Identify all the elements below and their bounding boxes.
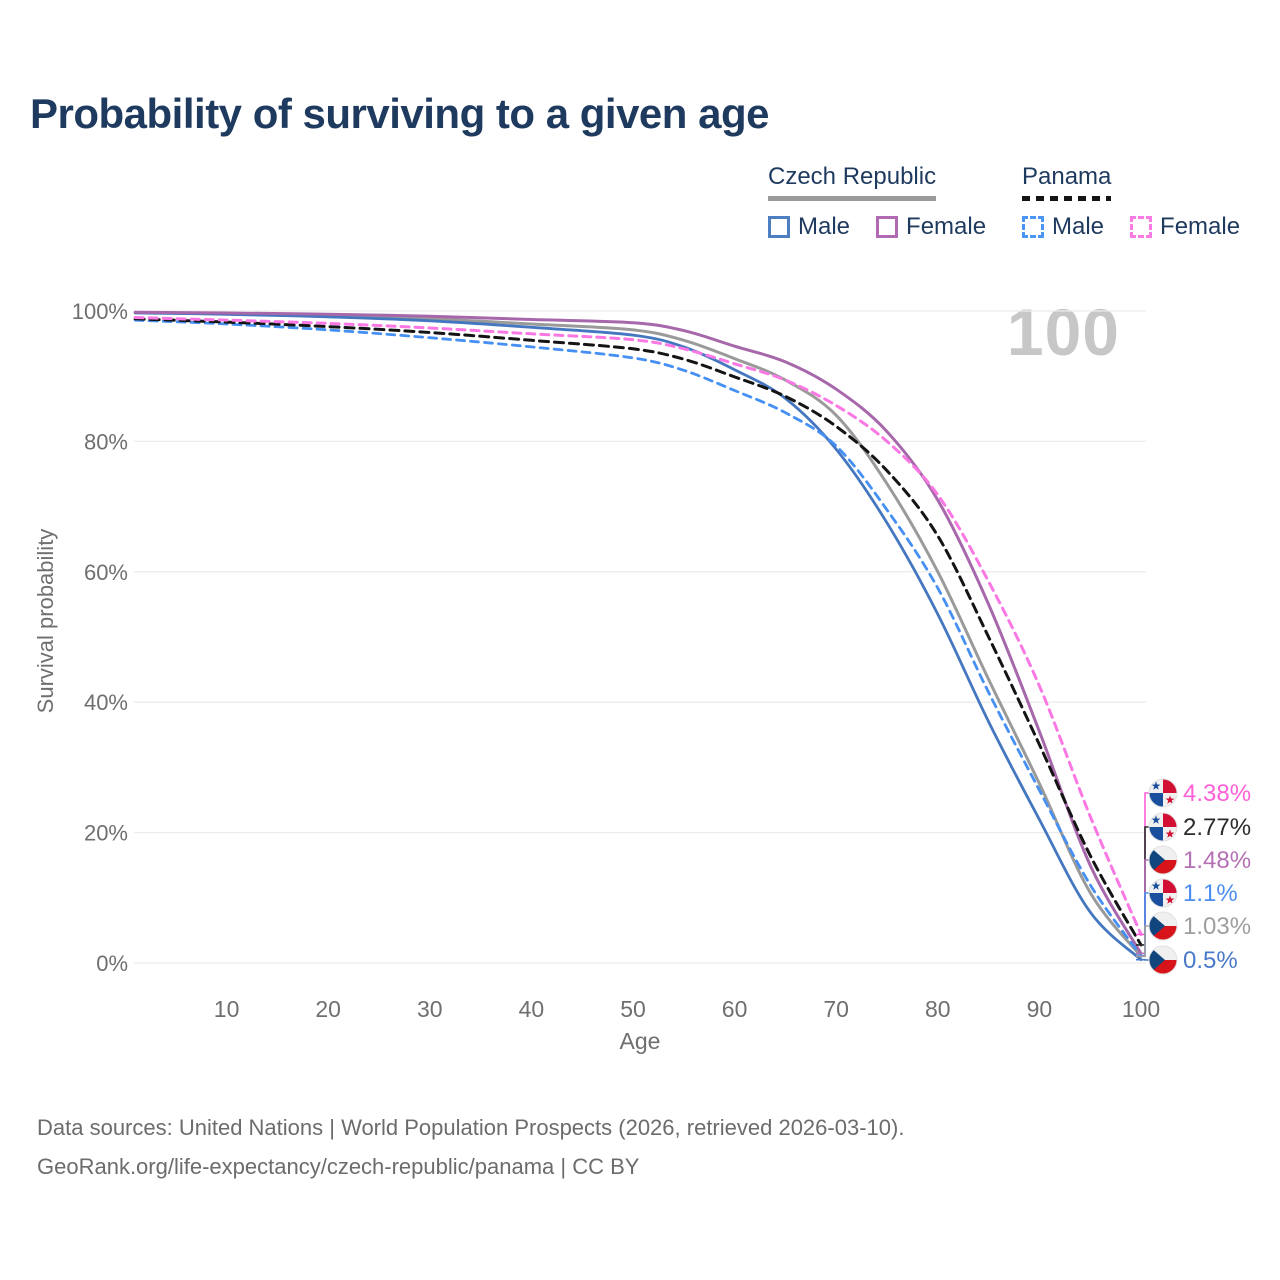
legend-swatch-icon bbox=[1130, 216, 1153, 238]
attribution-line: GeoRank.org/life-expectancy/czech-republ… bbox=[37, 1154, 640, 1179]
czech-flag-art bbox=[1149, 846, 1177, 874]
flag-ring bbox=[1148, 845, 1178, 875]
x-tick-label: 10 bbox=[214, 996, 240, 1022]
legend-group-czech-republic: Czech Republic Male Female bbox=[768, 163, 986, 241]
legend-item-label: Female bbox=[1160, 213, 1241, 240]
panama-flag bbox=[1148, 812, 1178, 842]
czech-blue-triangle bbox=[1149, 912, 1165, 940]
gridlines: 0% 20% 40% 60% 80% 100% bbox=[72, 299, 1146, 976]
end-labels: 4.38% 2.77% 1.48% 1.1% 1.03% 0.5% bbox=[1136, 778, 1251, 975]
x-tick-label: 30 bbox=[417, 996, 443, 1022]
czech-flag bbox=[1148, 945, 1178, 975]
panama-blue-star bbox=[1151, 881, 1161, 890]
legend-country-toggle[interactable]: Czech Republic bbox=[768, 163, 937, 201]
flag-ring bbox=[1148, 911, 1178, 941]
czech-blue-triangle bbox=[1149, 846, 1165, 874]
legend-item-label: Male bbox=[798, 213, 851, 240]
panama-flag bbox=[1148, 878, 1178, 908]
czech-flag-art bbox=[1149, 912, 1177, 940]
legend-country-underline bbox=[1022, 196, 1112, 201]
end-label-value: 1.1% bbox=[1183, 880, 1238, 907]
panama-blue-star bbox=[1151, 815, 1161, 824]
legend-item-czech-republic-male[interactable]: Male bbox=[768, 213, 850, 241]
x-tick-label: 90 bbox=[1027, 996, 1053, 1022]
chart-title: Probability of surviving to a given age bbox=[30, 90, 769, 137]
flag-ring bbox=[1148, 945, 1178, 975]
panama-red-star bbox=[1165, 895, 1175, 904]
survival-curves bbox=[133, 310, 1143, 962]
curve-cz-male[interactable] bbox=[133, 311, 1143, 962]
czech-blue-triangle bbox=[1149, 946, 1165, 974]
flag-ring bbox=[1148, 878, 1178, 908]
panama-red-star bbox=[1165, 829, 1175, 838]
hover-age-watermark: 100 bbox=[1006, 295, 1120, 369]
x-tick-label: 80 bbox=[925, 996, 951, 1022]
legend-swatch-icon bbox=[1022, 216, 1044, 238]
x-axis-title: Age bbox=[619, 1028, 661, 1054]
x-tick-label: 40 bbox=[519, 996, 545, 1022]
x-tick-label: 20 bbox=[315, 996, 341, 1022]
end-label-value: 1.03% bbox=[1183, 913, 1251, 940]
y-tick-label: 80% bbox=[84, 429, 128, 454]
legend-country-underline bbox=[768, 196, 937, 201]
curve-pa-male[interactable] bbox=[133, 318, 1143, 958]
end-label-value: 2.77% bbox=[1183, 814, 1251, 841]
end-label-connector bbox=[1136, 826, 1149, 946]
y-tick-label: 60% bbox=[84, 560, 128, 585]
footer: Data sources: United Nations | World Pop… bbox=[37, 1108, 904, 1186]
x-tick-label: 50 bbox=[620, 996, 646, 1022]
data-sources-line: Data sources: United Nations | World Pop… bbox=[37, 1115, 905, 1140]
end-label-value: 4.38% bbox=[1183, 780, 1251, 807]
flag-ring bbox=[1148, 812, 1178, 842]
legend-group-panama: Panama Male Female bbox=[1022, 163, 1240, 241]
y-tick-label: 40% bbox=[84, 690, 128, 715]
panama-blue-star bbox=[1151, 781, 1161, 790]
czech-flag bbox=[1148, 845, 1178, 875]
panama-red-star bbox=[1165, 795, 1175, 804]
legend-item-panama-male[interactable]: Male bbox=[1022, 213, 1104, 241]
end-label-value: 0.5% bbox=[1183, 947, 1238, 974]
legend-country-toggle[interactable]: Panama bbox=[1022, 163, 1112, 201]
legend-items-row: Male Female bbox=[768, 213, 986, 241]
y-tick-label: 20% bbox=[84, 821, 128, 846]
curve-cz-all[interactable] bbox=[133, 311, 1143, 958]
x-tick-label: 60 bbox=[722, 996, 748, 1022]
legend-swatch-icon bbox=[876, 216, 899, 238]
legend: Czech Republic Male Female Panama Male Female bbox=[0, 163, 1280, 253]
panama-flag bbox=[1148, 778, 1178, 808]
legend-swatch-icon bbox=[768, 216, 790, 238]
curve-pa-all[interactable] bbox=[133, 317, 1143, 947]
legend-item-label: Female bbox=[906, 213, 987, 240]
x-axis-ticks: 10 20 30 40 50 60 70 80 90 100 bbox=[214, 996, 1160, 1022]
x-tick-label: 70 bbox=[823, 996, 849, 1022]
end-label-connector bbox=[1136, 792, 1149, 936]
curve-pa-female[interactable] bbox=[133, 316, 1143, 936]
y-axis-title: Survival probability bbox=[33, 528, 58, 714]
legend-item-panama-female[interactable]: Female bbox=[1130, 213, 1240, 241]
legend-item-czech-republic-female[interactable]: Female bbox=[876, 213, 986, 241]
end-label-value: 1.48% bbox=[1183, 847, 1251, 874]
czech-flag-art bbox=[1149, 946, 1177, 974]
legend-country-label: Czech Republic bbox=[768, 163, 937, 190]
legend-items-row: Male Female bbox=[1022, 213, 1240, 241]
y-tick-label: 100% bbox=[72, 299, 128, 324]
y-tick-label: 0% bbox=[96, 951, 128, 976]
flag-ring bbox=[1148, 778, 1178, 808]
end-label-connector bbox=[1136, 925, 1149, 958]
legend-country-label: Panama bbox=[1022, 163, 1112, 190]
czech-flag bbox=[1148, 911, 1178, 941]
legend-item-label: Male bbox=[1052, 213, 1105, 240]
curve-cz-female[interactable] bbox=[133, 310, 1143, 955]
x-tick-label: 100 bbox=[1122, 996, 1160, 1022]
